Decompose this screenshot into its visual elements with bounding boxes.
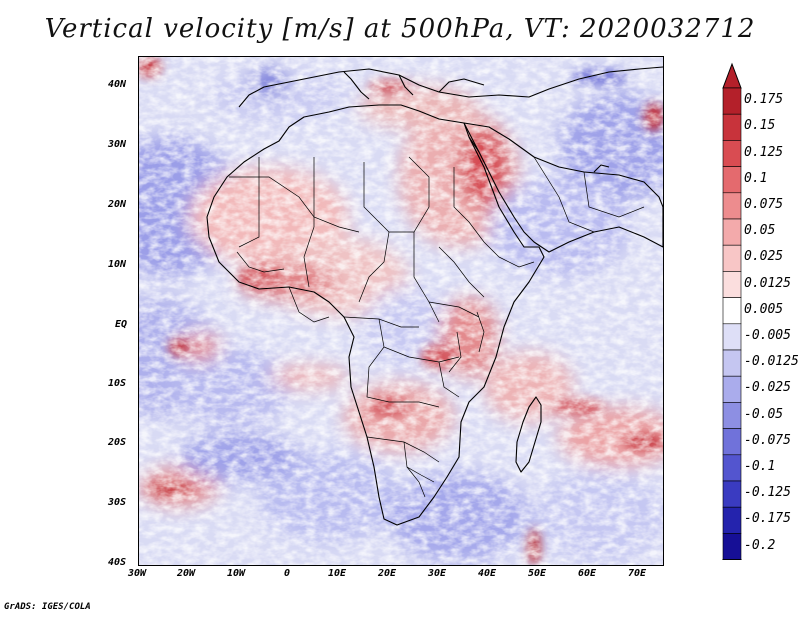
lat-tick-eq: EQ: [115, 319, 128, 330]
colorbar-label: 0.15: [744, 118, 776, 134]
lon-tick-0: 0: [284, 568, 291, 579]
colorbar-swatch: [722, 454, 742, 482]
colorbar-swatch: [722, 402, 742, 429]
footer-credit: GrADS: IGES/COLA: [4, 602, 91, 612]
lon-tick-20e: 20E: [378, 568, 397, 579]
colorbar-swatch: [722, 349, 742, 377]
colorbar-label: -0.125: [744, 485, 791, 501]
colorbar-swatch: [722, 192, 742, 220]
colorbar-swatch: [722, 140, 742, 167]
colorbar-swatch: [722, 113, 742, 141]
colorbar-swatch: [722, 166, 742, 194]
colorbar-swatch: [722, 533, 742, 560]
colorbar-label: 0.0125: [744, 275, 791, 291]
lat-tick-20s: 20S: [108, 437, 127, 448]
lat-tick-40n: 40N: [108, 79, 127, 90]
africa-coastline: [206, 66, 663, 526]
lon-tick-70e: 70E: [628, 568, 647, 579]
colorbar-label: 0.1: [744, 170, 768, 186]
colorbar-label: 0.025: [744, 249, 784, 265]
lon-tick-40e: 40E: [478, 568, 497, 579]
lon-tick-30w: 30W: [128, 568, 147, 579]
colorbar-label: -0.0125: [744, 354, 799, 370]
colorbar-swatch: [722, 323, 742, 351]
colorbar-label: 0.005: [744, 301, 784, 317]
colorbar-swatch: [722, 218, 742, 246]
colorbar: [722, 62, 742, 560]
country-borders: [229, 156, 645, 498]
colorbar-label: 0.05: [744, 223, 776, 239]
lon-tick-60e: 60E: [578, 568, 597, 579]
colorbar-label: -0.2: [744, 537, 776, 553]
colorbar-label: -0.05: [744, 406, 784, 422]
colorbar-swatch: [722, 271, 742, 298]
colorbar-label: -0.175: [744, 511, 791, 527]
lat-tick-40s: 40S: [108, 557, 127, 568]
colorbar-label: -0.1: [744, 458, 776, 474]
colorbar-label: -0.005: [744, 327, 791, 343]
lat-tick-30s: 30S: [108, 497, 127, 508]
lon-tick-50e: 50E: [528, 568, 547, 579]
chart-title: Vertical velocity [m/s] at 500hPa, VT: 2…: [44, 14, 756, 44]
velocity-field-map: [139, 57, 663, 565]
lon-tick-20w: 20W: [177, 568, 196, 579]
lat-tick-10n: 10N: [108, 259, 127, 270]
colorbar-swatch: [722, 428, 742, 456]
colorbar-swatch: [722, 87, 742, 115]
colorbar-label: 0.075: [744, 196, 784, 212]
colorbar-label: 0.125: [744, 144, 784, 160]
lat-tick-10s: 10S: [108, 378, 127, 389]
lon-tick-10e: 10E: [328, 568, 347, 579]
lon-tick-10w: 10W: [227, 568, 246, 579]
colorbar-swatch: [722, 244, 742, 272]
lat-tick-20n: 20N: [108, 199, 127, 210]
colorbar-swatch: [722, 506, 742, 534]
lat-tick-30n: 30N: [108, 139, 127, 150]
colorbar-swatch: [722, 297, 742, 325]
colorbar-swatch: [722, 375, 742, 403]
colorbar-label: 0.175: [744, 92, 784, 108]
lon-tick-30e: 30E: [428, 568, 447, 579]
colorbar-label: -0.025: [744, 380, 791, 396]
colorbar-label: -0.075: [744, 432, 791, 448]
map-plot-area: [138, 56, 664, 566]
colorbar-top-arrow: [722, 62, 742, 89]
colorbar-swatch: [722, 480, 742, 508]
